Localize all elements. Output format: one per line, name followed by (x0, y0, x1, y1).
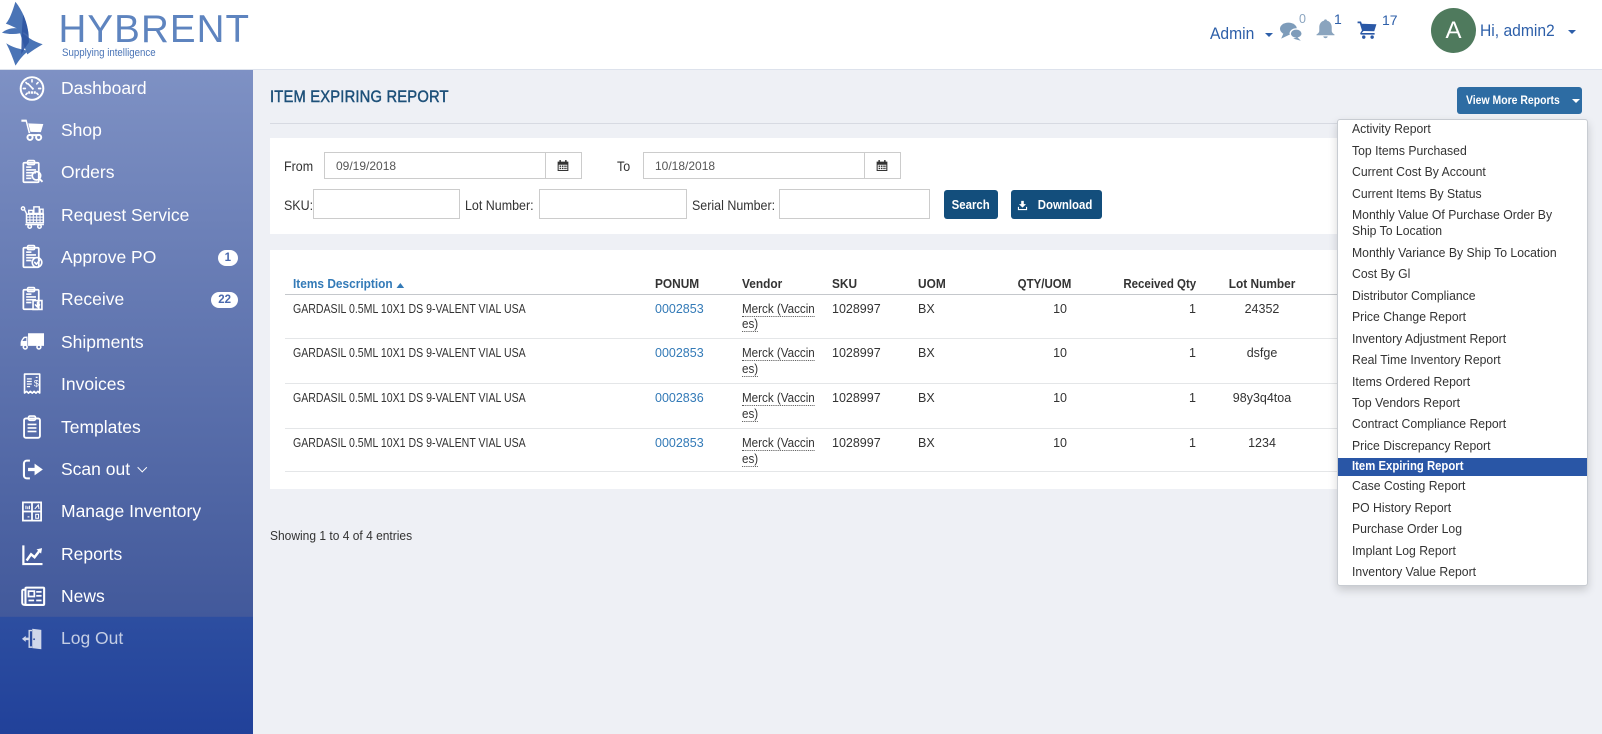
svg-text:$: $ (34, 379, 39, 389)
